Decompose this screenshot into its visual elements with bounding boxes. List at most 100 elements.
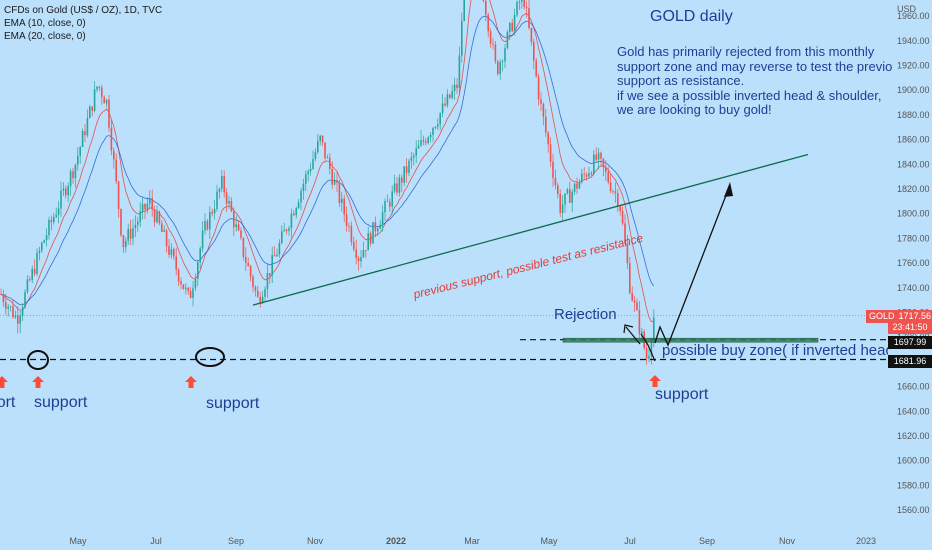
candle-body [437,124,439,127]
candle-body [547,132,549,145]
y-tick-label: 1920.00 [897,61,930,71]
candle-body [278,242,281,255]
candle-body [528,8,530,28]
candle-body [57,208,60,215]
candle-body [393,183,396,192]
candle-body [535,60,537,77]
candle-body [379,224,381,229]
x-tick-label: May [540,536,558,546]
candle-body [261,296,264,304]
candle-body [38,250,41,253]
support-touch-circle [195,347,225,367]
candle-body [578,181,581,189]
candle-body [240,230,242,238]
candle-body [641,331,643,334]
candle-body [581,173,583,182]
candle-body [360,257,362,262]
candle-body [158,211,161,224]
candle-body [350,225,353,242]
candle-body [249,266,252,277]
annotation-line: if we see a possible inverted head & sho… [617,87,882,103]
candle-body [98,86,101,88]
candle-body [525,6,528,9]
candle-body [554,177,557,186]
candle-body [84,131,86,136]
candle-body [494,44,497,62]
candle-body [573,183,576,192]
projection-path [654,184,731,347]
projection-arrowhead [724,182,733,197]
candle-body [420,139,422,146]
y-tick-label: 1760.00 [897,258,930,268]
support-arrow-icon [32,376,44,388]
y-tick-label: 1840.00 [897,159,930,169]
support-label: support [655,386,709,403]
candle-body [151,198,153,210]
candle-body [173,249,175,257]
support-arrow-icon [649,375,661,387]
y-tick-label: 1660.00 [897,382,930,392]
candle-body [309,168,312,172]
annotation-title: GOLD daily [650,8,733,25]
candle-body [317,141,319,153]
candle-body [336,180,338,183]
candle-body [365,250,367,251]
candle-body [441,103,444,114]
candle-body [588,173,590,177]
support-arrow-icon [185,376,197,388]
candle-body [523,0,525,7]
buy-zone-box[interactable] [562,337,819,343]
y-tick-label: 1900.00 [897,85,930,95]
candle-body [276,254,278,257]
x-tick-label: May [69,536,87,546]
candle-body [333,180,336,185]
candle-body [101,87,103,97]
candle-body [5,302,7,309]
candle-body [24,291,26,308]
candle-body [338,182,341,203]
candle-body [353,241,355,250]
candle-body [377,228,379,232]
candle-body [293,213,295,216]
ema-fast-label: EMA (10, close, 0) [4,18,86,29]
resistance-trendline[interactable] [252,153,809,306]
candle-body [62,188,65,191]
candle-body [513,15,516,32]
candle-body [331,168,333,185]
candle-body [187,287,189,292]
candle-body [113,150,115,160]
last-price-tag: GOLD 1717.56 [866,310,932,323]
candle-body [408,160,410,173]
candle-body [180,281,182,285]
candle-body [81,131,84,147]
candle-body [91,106,93,111]
candle-body [9,306,12,307]
candle-body [614,191,617,194]
support-label: support [206,395,260,412]
candle-body [487,14,489,32]
candle-body [156,211,158,223]
candle-body [273,255,276,257]
candle-body [357,258,360,262]
candle-body [168,246,170,255]
x-tick-label: Nov [779,536,796,546]
y-tick-label: 1600.00 [897,456,930,466]
candle-body [504,48,506,62]
candle-body [415,148,417,156]
currency-label: USD [897,4,917,14]
candle-body [645,347,648,359]
projection-path [640,333,656,362]
support-label: support [0,394,16,411]
candle-body [497,61,499,74]
candle-body [381,212,384,225]
candle-body [281,231,283,243]
candle-body [617,193,619,207]
candle-body [21,307,24,316]
candle-body [161,223,163,232]
support-touch-circle [27,350,49,370]
candle-body [521,0,523,2]
candle-body [45,235,48,241]
candle-body [230,200,233,212]
